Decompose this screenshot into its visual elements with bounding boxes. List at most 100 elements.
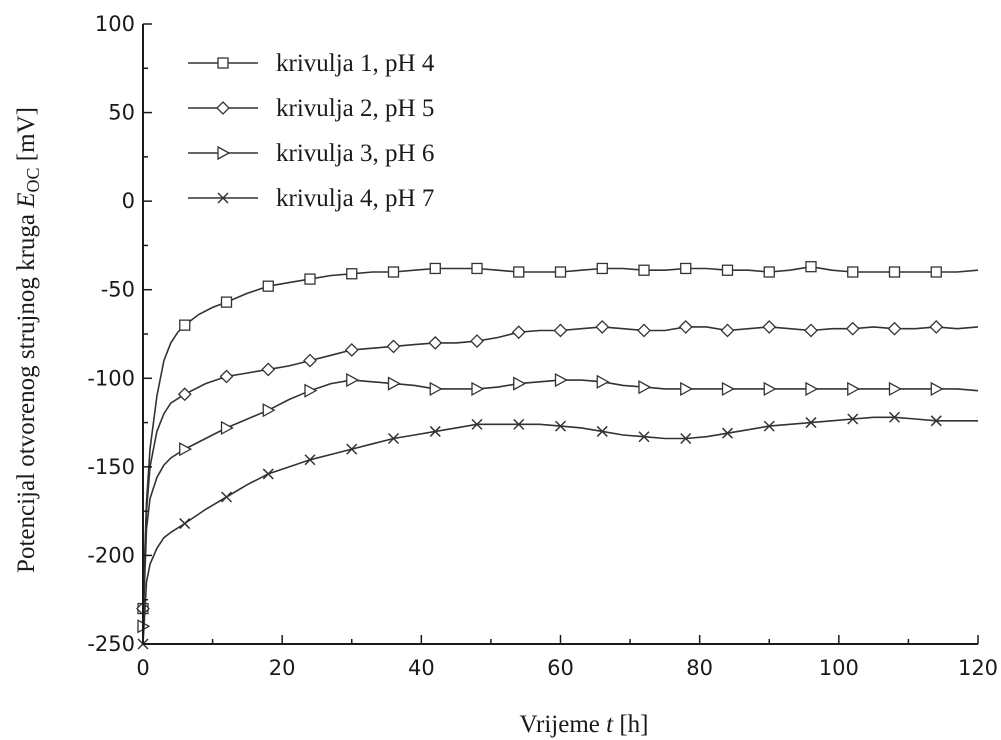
data-point — [471, 418, 483, 430]
data-point — [219, 369, 234, 384]
x-axis-title-var: t — [606, 711, 614, 738]
marker-x-stroke — [763, 420, 775, 432]
marker-x-stroke — [387, 432, 400, 445]
legend-marker — [217, 192, 229, 204]
marker-x-stroke — [888, 411, 901, 423]
y-axis-title-var: E — [13, 192, 40, 208]
y-axis-title: Potencijal otvorenog strujnog kruga EOC … — [13, 107, 43, 573]
y-tick-label: 100 — [95, 12, 135, 36]
data-point — [344, 343, 359, 357]
data-point — [847, 413, 859, 425]
marker-x-stroke — [596, 425, 608, 437]
x-axis-title-prefix: Vrijeme — [519, 711, 606, 738]
data-point — [304, 273, 316, 285]
data-point — [805, 381, 819, 397]
data-point — [179, 518, 191, 530]
series-line — [142, 265, 979, 609]
marker-x-stroke — [847, 413, 859, 425]
data-point — [888, 381, 902, 397]
data-point — [177, 387, 192, 402]
y-tick-label: -150 — [87, 455, 135, 479]
data-point — [429, 381, 443, 397]
data-point — [930, 266, 942, 278]
x-axis-title: Vrijeme t [h] — [519, 711, 648, 738]
data-point — [845, 321, 860, 336]
data-point — [220, 491, 233, 503]
data-point — [721, 381, 735, 397]
data-point — [471, 262, 483, 275]
data-point — [262, 468, 274, 480]
data-point — [680, 381, 694, 397]
data-point — [887, 321, 902, 336]
x-tick-label: 40 — [408, 656, 435, 680]
y-tick-label: -200 — [87, 543, 135, 567]
data-point — [888, 266, 901, 278]
data-point — [304, 454, 316, 466]
marker-x-stroke — [262, 468, 274, 480]
series-1 — [137, 261, 979, 615]
data-point — [678, 319, 693, 334]
data-point — [387, 376, 401, 391]
data-point — [595, 319, 610, 334]
marker-x-stroke — [513, 418, 525, 430]
series-line — [142, 416, 978, 645]
marker-x-stroke — [217, 192, 229, 204]
legend-entry-3: krivulja 3, pH 6 — [188, 140, 434, 167]
data-point — [346, 372, 360, 388]
data-point — [888, 411, 901, 423]
legend-label: krivulja 3, pH 6 — [276, 140, 434, 167]
data-point — [637, 323, 651, 338]
x-tick-label: 60 — [547, 656, 574, 680]
legend-marker — [217, 145, 231, 161]
x-tick-label: 100 — [819, 656, 859, 680]
marker-x-stroke — [721, 427, 734, 439]
data-point — [930, 415, 942, 427]
data-point — [387, 432, 400, 445]
data-point — [511, 325, 526, 340]
data-point — [513, 418, 525, 430]
marker-x-stroke — [179, 518, 191, 530]
data-point — [721, 264, 734, 276]
legend-entry-1: krivulja 1, pH 4 — [188, 50, 435, 77]
marker-x-stroke — [680, 432, 692, 445]
x-tick-label: 80 — [686, 656, 713, 680]
marker-x-stroke — [554, 420, 567, 432]
data-point — [763, 420, 775, 432]
data-point — [763, 266, 775, 278]
y-axis-title-prefix: Potencijal otvorenog strujnog kruga — [13, 208, 40, 573]
data-point — [262, 280, 274, 292]
data-point — [720, 323, 735, 338]
series-3 — [137, 372, 979, 634]
data-point — [470, 334, 484, 349]
data-point — [638, 380, 652, 395]
data-point — [929, 319, 944, 334]
data-point — [680, 432, 692, 445]
data-point — [386, 339, 401, 354]
data-point — [596, 425, 608, 437]
legend-label: krivulja 4, pH 7 — [276, 185, 434, 212]
data-point — [847, 381, 861, 397]
y-tick-label: 0 — [122, 189, 135, 213]
data-point — [346, 443, 358, 455]
marker-x-stroke — [304, 454, 316, 466]
y-tick-label: 50 — [108, 101, 135, 125]
data-point — [596, 374, 610, 389]
y-tick-label: -100 — [87, 366, 135, 390]
data-point — [220, 296, 233, 308]
x-tick-label: 0 — [136, 656, 149, 680]
data-point — [638, 264, 650, 276]
data-point — [554, 266, 567, 278]
marker-x-stroke — [930, 415, 942, 427]
marker-x-stroke — [220, 491, 233, 503]
data-point — [387, 266, 400, 278]
marker-x-stroke — [638, 431, 650, 443]
legend-label: krivulja 1, pH 4 — [276, 50, 435, 77]
legend-marker — [217, 57, 229, 69]
x-tick-label: 120 — [958, 656, 998, 680]
series-2 — [136, 319, 979, 616]
legend-label: krivulja 2, pH 5 — [276, 95, 434, 122]
data-point — [762, 319, 777, 334]
data-point — [179, 319, 191, 331]
